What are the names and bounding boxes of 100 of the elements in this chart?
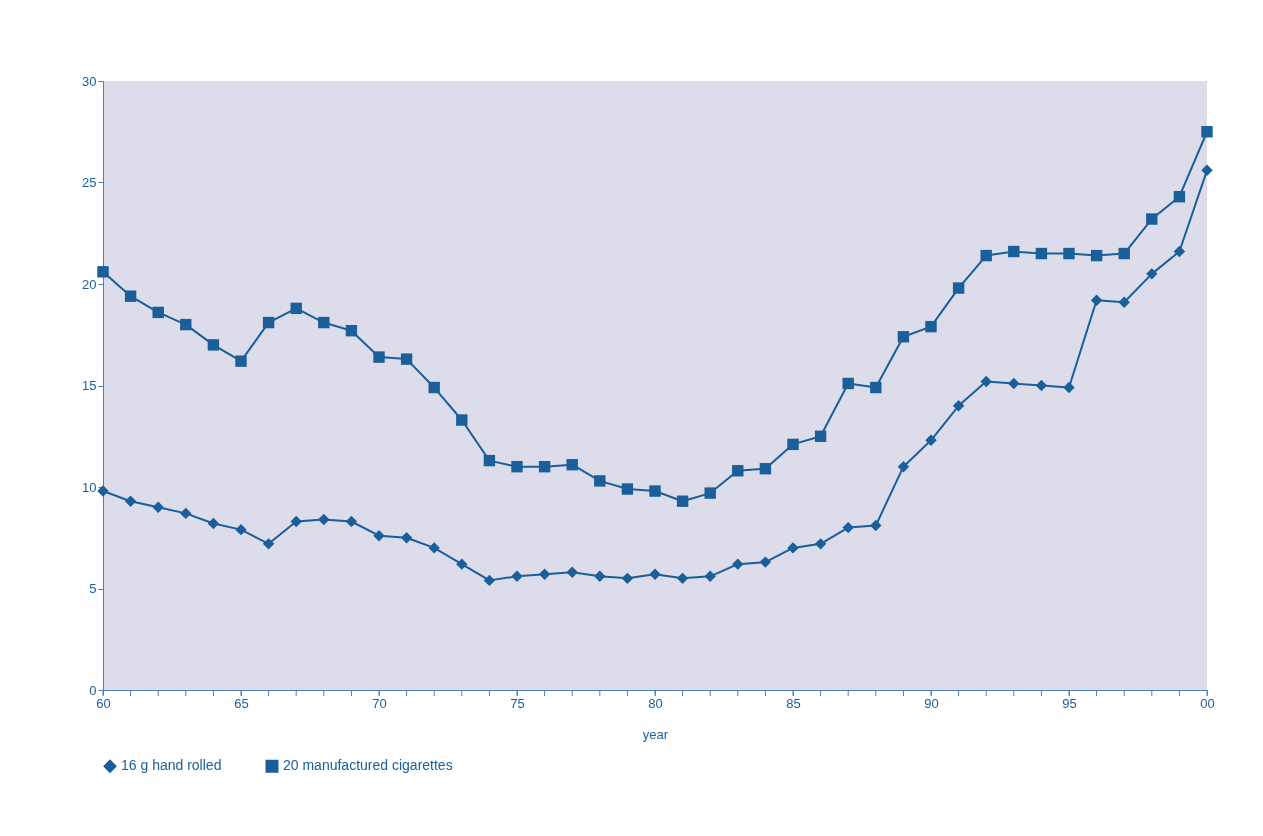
- x-tick-label: 60: [96, 695, 111, 711]
- point: [290, 515, 302, 528]
- point: [787, 438, 799, 451]
- x-tick-label: 90: [924, 695, 939, 711]
- point: [373, 351, 385, 363]
- point: [207, 517, 220, 530]
- point: [649, 568, 661, 580]
- point: [1090, 294, 1103, 306]
- point: [152, 501, 164, 513]
- point: [373, 530, 385, 542]
- point: [704, 487, 716, 499]
- y-tick-label: 25: [82, 175, 97, 190]
- point: [676, 495, 689, 507]
- point: [980, 375, 992, 388]
- point: [787, 542, 799, 554]
- point: [1201, 164, 1213, 177]
- point: [649, 485, 661, 497]
- legend-label: 20 manufactured cigarettes: [283, 757, 453, 774]
- point: [483, 454, 496, 467]
- point: [1090, 249, 1103, 262]
- point: [1146, 268, 1158, 280]
- point: [952, 282, 965, 294]
- point: [456, 414, 468, 426]
- x-tick-label: 95: [1062, 695, 1077, 711]
- point: [152, 306, 164, 319]
- point: [290, 302, 302, 315]
- point: [1035, 247, 1048, 260]
- x-tick-label: 65: [234, 695, 249, 711]
- point: [124, 290, 137, 302]
- point: [676, 572, 689, 585]
- y-tick-label: 0: [89, 682, 97, 698]
- point: [207, 339, 220, 351]
- y-tick-label: 5: [89, 581, 97, 596]
- point: [400, 532, 413, 544]
- point: [262, 316, 275, 329]
- point: [538, 461, 551, 473]
- y-tick-label: 10: [82, 479, 97, 495]
- x-axis-title: year: [642, 726, 669, 742]
- x-tick-label: 80: [648, 695, 663, 711]
- point: [511, 570, 523, 583]
- point: [180, 318, 192, 331]
- point: [97, 485, 109, 497]
- point: [814, 538, 827, 550]
- point: [1146, 213, 1158, 225]
- point: [1008, 377, 1020, 390]
- x-tick-label: 75: [510, 695, 525, 711]
- point: [842, 377, 854, 390]
- point: [870, 381, 882, 394]
- point: [925, 320, 937, 333]
- point: [759, 463, 772, 475]
- point: [345, 515, 358, 528]
- point: [980, 249, 992, 262]
- y-tick-label: 20: [82, 276, 97, 292]
- point: [621, 572, 634, 585]
- point: [1063, 381, 1075, 394]
- point: [400, 353, 413, 365]
- point: [456, 558, 468, 570]
- point: [1008, 245, 1020, 258]
- point: [318, 316, 330, 329]
- point: [814, 430, 827, 442]
- point: [1035, 379, 1048, 392]
- point: [566, 458, 578, 471]
- point: [235, 523, 247, 536]
- point: [1201, 126, 1213, 138]
- point: [235, 355, 247, 367]
- point: [483, 574, 496, 587]
- point: [732, 558, 744, 570]
- point: [428, 542, 440, 554]
- point: [1173, 245, 1186, 258]
- point: [538, 568, 551, 580]
- point: [621, 483, 634, 495]
- point: [345, 324, 358, 337]
- y-tick-label: 15: [82, 378, 97, 393]
- point: [428, 381, 440, 394]
- point: [124, 495, 137, 507]
- point: [732, 465, 744, 477]
- x-tick-label: 85: [786, 695, 801, 711]
- point: [566, 566, 578, 578]
- point: [318, 513, 330, 526]
- point: [594, 475, 606, 487]
- point: [1118, 247, 1130, 260]
- point: [1063, 247, 1075, 260]
- point: [759, 556, 772, 568]
- point: [925, 434, 937, 447]
- point: [97, 266, 109, 278]
- point: [262, 538, 275, 550]
- point: [870, 519, 882, 532]
- point: [704, 570, 716, 583]
- legend-label: 16 g hand rolled: [121, 757, 222, 774]
- point: [511, 461, 523, 473]
- y-tick-label: 30: [82, 73, 97, 89]
- x-tick-label: 00: [1200, 695, 1215, 711]
- point: [180, 507, 192, 520]
- point: [952, 400, 965, 412]
- point: [897, 331, 910, 343]
- point: [1173, 191, 1186, 203]
- point: [842, 521, 854, 534]
- point: [594, 570, 606, 583]
- point: [1118, 296, 1130, 308]
- point: [897, 461, 910, 473]
